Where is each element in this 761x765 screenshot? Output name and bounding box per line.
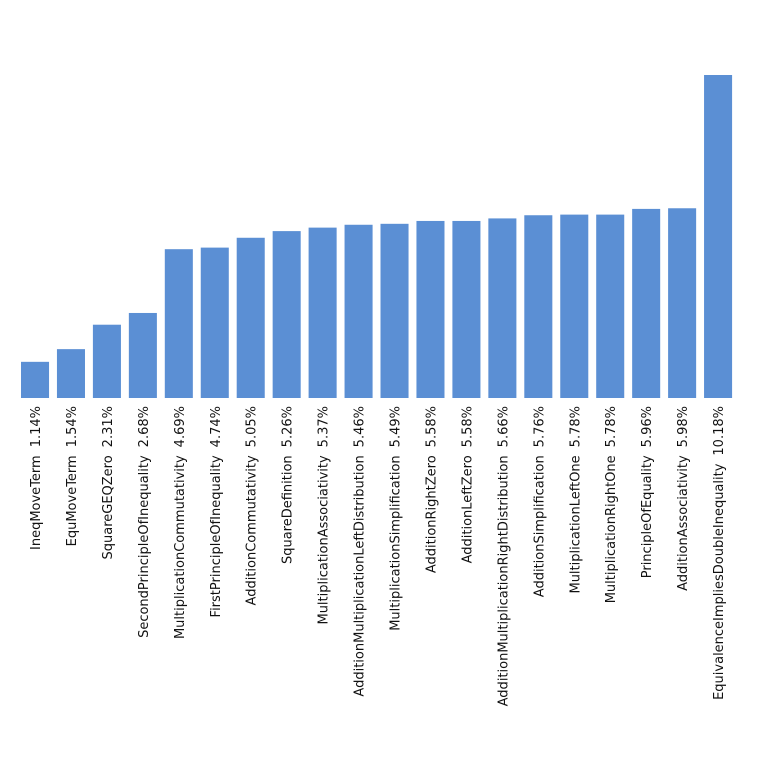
x-tick-label-17: PrincipleOfEquality 5.96%: [640, 406, 655, 578]
value-label-6: 5.05%: [245, 406, 260, 447]
x-tick-label-12: AdditionLeftZero 5.58%: [460, 406, 475, 563]
category-label-3: SecondPrincipleOfInequality: [137, 455, 152, 638]
x-tick-label-6: AdditionCommutativity 5.05%: [245, 406, 260, 605]
value-label-1: 1.54%: [65, 406, 80, 447]
category-label-4: MultiplicationCommutativity: [173, 455, 188, 639]
value-label-8: 5.37%: [317, 406, 332, 447]
bar-13: [488, 218, 517, 398]
x-tick-label-16: MultiplicationRightOne 5.78%: [604, 406, 619, 603]
value-label-4: 4.69%: [173, 406, 188, 447]
bar-19: [704, 75, 733, 398]
bar-17: [632, 208, 661, 398]
bar-1: [56, 349, 85, 398]
category-label-10: MultiplicationSimplification: [389, 455, 404, 630]
category-label-16: MultiplicationRightOne: [604, 455, 619, 603]
x-tick-label-8: MultiplicationAssociativity 5.37%: [317, 406, 332, 625]
bar-8: [308, 227, 337, 398]
category-label-8: MultiplicationAssociativity: [317, 455, 332, 624]
bar-9: [344, 224, 373, 398]
x-tick-label-4: MultiplicationCommutativity 4.69%: [173, 406, 188, 639]
category-label-17: PrincipleOfEquality: [640, 455, 655, 578]
bar-6: [236, 237, 265, 398]
x-tick-label-1: EquMoveTerm 1.54%: [65, 406, 80, 546]
bar-15: [560, 214, 589, 398]
value-label-10: 5.49%: [389, 406, 404, 447]
value-label-18: 5.98%: [676, 406, 691, 447]
value-label-16: 5.78%: [604, 406, 619, 447]
x-tick-label-18: AdditionAssociativity 5.98%: [676, 406, 691, 591]
bar-12: [452, 220, 481, 398]
bar-14: [524, 215, 553, 398]
bar-0: [21, 361, 50, 398]
bar-18: [668, 208, 697, 398]
bar-5: [200, 247, 229, 398]
category-label-18: AdditionAssociativity: [676, 455, 691, 591]
bar-16: [596, 214, 625, 398]
x-tick-label-3: SecondPrincipleOfInequality 2.68%: [137, 406, 152, 638]
x-tick-label-2: SquareGEQZero 2.31%: [101, 406, 116, 560]
x-tick-label-11: AdditionRightZero 5.58%: [424, 406, 439, 573]
category-label-6: AdditionCommutativity: [245, 455, 260, 605]
category-label-2: SquareGEQZero: [101, 455, 116, 559]
x-tick-label-10: MultiplicationSimplification 5.49%: [389, 406, 404, 631]
value-label-15: 5.78%: [568, 406, 583, 447]
value-label-7: 5.26%: [281, 406, 296, 447]
bars-layer: [21, 75, 733, 398]
x-tick-label-15: MultiplicationLeftOne 5.78%: [568, 406, 583, 594]
value-label-0: 1.14%: [29, 406, 44, 447]
value-label-11: 5.58%: [424, 406, 439, 447]
value-label-13: 5.66%: [496, 406, 511, 447]
x-tick-label-9: AdditionMultiplicationLeftDistribution 5.…: [353, 406, 368, 697]
x-tick-label-13: AdditionMultiplicationRightDistribution 5…: [496, 406, 511, 706]
bar-7: [272, 231, 301, 398]
x-tick-label-0: IneqMoveTerm 1.14%: [29, 406, 44, 550]
category-label-15: MultiplicationLeftOne: [568, 455, 583, 593]
value-label-17: 5.96%: [640, 406, 655, 447]
value-label-5: 4.74%: [209, 406, 224, 447]
value-label-3: 2.68%: [137, 406, 152, 447]
bar-2: [92, 324, 121, 398]
labels-layer: IneqMoveTerm 1.14% EquMoveTerm 1.54% SquareG…: [29, 406, 727, 706]
category-label-12: AdditionLeftZero: [460, 455, 475, 563]
value-label-14: 5.76%: [532, 406, 547, 447]
value-label-12: 5.58%: [460, 406, 475, 447]
category-label-0: IneqMoveTerm: [29, 455, 44, 550]
category-label-5: FirstPrincipleOfInequality: [209, 455, 224, 617]
bar-10: [380, 223, 409, 398]
bar-4: [164, 249, 193, 398]
x-tick-label-14: AdditionSimplification 5.76%: [532, 406, 547, 597]
category-label-13: AdditionMultiplicationRightDistribution: [496, 455, 511, 706]
x-tick-label-19: EquivalenceImpliesDoubleInequality 10.18%: [712, 406, 727, 700]
bar-3: [128, 312, 157, 398]
category-label-9: AdditionMultiplicationLeftDistribution: [353, 455, 368, 696]
value-label-2: 2.31%: [101, 406, 116, 447]
bar-11: [416, 220, 445, 398]
category-label-1: EquMoveTerm: [65, 455, 80, 546]
x-tick-label-7: SquareDefinition 5.26%: [281, 406, 296, 564]
category-label-11: AdditionRightZero: [424, 455, 439, 573]
value-label-9: 5.46%: [353, 406, 368, 447]
category-label-7: SquareDefinition: [281, 455, 296, 564]
value-label-19: 10.18%: [712, 406, 727, 456]
category-label-14: AdditionSimplification: [532, 455, 547, 597]
x-tick-label-5: FirstPrincipleOfInequality 4.74%: [209, 406, 224, 617]
category-label-19: EquivalenceImpliesDoubleInequality: [712, 463, 727, 700]
